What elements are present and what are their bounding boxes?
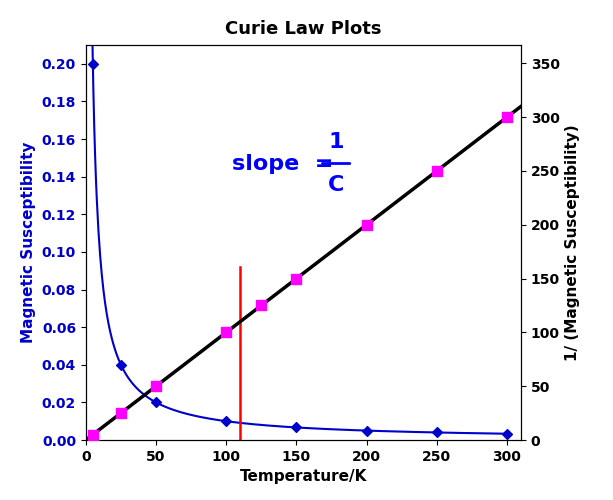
X-axis label: Temperature/K: Temperature/K (240, 470, 367, 484)
Y-axis label: 1/ (Magnetic Susceptibility): 1/ (Magnetic Susceptibility) (565, 124, 581, 361)
Point (88, 430, 97, 438)
Point (502, 430, 512, 438)
Point (116, 409, 126, 417)
Point (151, 382, 161, 390)
Point (88, 60, 97, 68)
Point (256, 302, 266, 310)
Point (502, 113, 512, 121)
Point (432, 167, 442, 175)
Point (221, 417, 231, 425)
Point (151, 398, 161, 406)
Point (292, 274, 302, 282)
Point (292, 424, 302, 432)
Point (432, 428, 442, 436)
Point (116, 361, 126, 369)
Text: C: C (328, 175, 345, 195)
Text: 1: 1 (329, 132, 344, 152)
Y-axis label: Magnetic Susceptibility: Magnetic Susceptibility (21, 142, 36, 343)
Title: Curie Law Plots: Curie Law Plots (225, 20, 382, 38)
Point (221, 328, 231, 336)
Text: slope  =: slope = (232, 154, 333, 174)
Point (362, 220, 371, 228)
Point (362, 426, 371, 434)
